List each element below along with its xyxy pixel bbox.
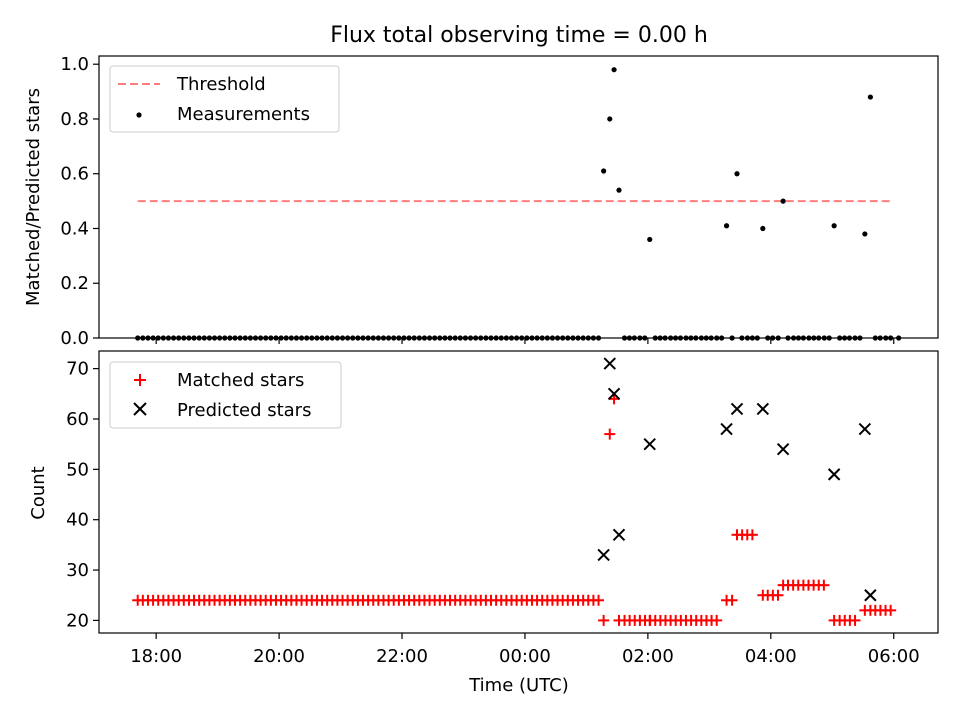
bottom-ytick-label: 50 [66, 459, 89, 480]
legend-predicted-label: Predicted stars [177, 400, 311, 421]
measurement-point [780, 198, 786, 204]
measurement-point [723, 223, 730, 229]
bottom-ytick-label: 60 [66, 409, 89, 430]
top-ytick-label: 1.0 [60, 54, 89, 75]
predicted-marker-b [730, 402, 744, 416]
legend-measurements-swatch [136, 112, 142, 118]
measurement-point [647, 236, 653, 243]
predicted-marker-b [864, 589, 877, 602]
matched-marker [711, 614, 723, 626]
matched-marker [772, 589, 784, 601]
legend-matched-label: Matched stars [177, 370, 304, 391]
predicted-marker [864, 589, 877, 602]
measurement-point [601, 168, 607, 174]
top-axes-frame [98, 55, 939, 339]
bottom-xtick-label: 18:00 [130, 646, 182, 667]
top-ytick-label: 0.0 [60, 328, 89, 349]
bottom-ytick-label: 70 [66, 359, 89, 380]
legend-matched-swatch [134, 374, 146, 386]
predicted-marker [603, 357, 616, 370]
bottom-ylabel: Count [28, 466, 49, 519]
bottom-xtick-label: 20:00 [253, 646, 305, 667]
measurement-point [831, 223, 837, 229]
matched-marker [885, 604, 897, 616]
top-ytick-label: 0.2 [60, 273, 89, 294]
predicted-marker [827, 468, 841, 481]
bottom-axes-frame [98, 350, 939, 634]
matched-marker [849, 614, 861, 626]
predicted-marker-b [827, 468, 841, 481]
legend-threshold-label: Threshold [176, 74, 266, 95]
bottom-legend: Matched stars Predicted stars [109, 361, 342, 429]
predicted-marker [597, 548, 610, 562]
matched-marker [864, 604, 876, 616]
predicted-marker [720, 422, 733, 436]
bottom-axes: 20 30 40 50 60 70 18:00 20:00 22:00 00:00 02:00 04:… [66, 350, 939, 667]
matched-marker [644, 614, 656, 626]
top-panel: 0.0 0.2 0.4 0.6 0.8 1.0 Matched/Predicted sta… [23, 54, 939, 349]
matched-marker [818, 579, 830, 591]
legend-measurements-label: Measurements [177, 104, 310, 125]
bottom-ytick-label: 20 [66, 610, 89, 631]
bottom-xtick-label: 02:00 [622, 646, 674, 667]
matched-marker [598, 614, 610, 626]
matched-marker [746, 529, 758, 541]
measurement-point [862, 231, 868, 237]
predicted-marker-b [597, 548, 610, 562]
bottom-xtick-label: 22:00 [376, 646, 428, 667]
bottom-ytick-label: 30 [66, 560, 89, 581]
predicted-marker-b [858, 422, 872, 436]
predicted-marker-b [756, 402, 770, 416]
predicted-marker-b [776, 442, 790, 456]
measurement-point [616, 187, 622, 193]
predicted-marker [612, 528, 626, 542]
matched-marker [604, 428, 616, 440]
bottom-panel: 20 30 40 50 60 70 18:00 20:00 22:00 00:00 02:00 04:… [28, 350, 939, 696]
top-legend-frame [109, 65, 340, 133]
top-ytick-label: 0.8 [60, 109, 89, 130]
top-legend: Threshold Measurements [109, 65, 340, 133]
predicted-marker-b [612, 528, 626, 542]
matched-marker [593, 594, 605, 606]
measurement-point [734, 171, 740, 177]
predicted-marker [858, 422, 872, 436]
predicted-marker [756, 402, 770, 416]
bottom-legend-frame [109, 361, 342, 429]
top-ytick-label: 0.6 [60, 164, 89, 185]
matched-marker [613, 614, 625, 626]
measurement-point [607, 116, 613, 122]
matched-marker [757, 589, 769, 601]
measurement-point [611, 67, 617, 73]
measurement-point [867, 94, 873, 100]
predicted-marker [730, 402, 744, 416]
bottom-ytick-label: 40 [66, 510, 89, 531]
legend-predicted-swatch [133, 402, 147, 416]
bottom-xtick-label: 00:00 [499, 646, 551, 667]
predicted-marker-b [720, 422, 733, 436]
predicted-marker [607, 387, 621, 401]
predicted-marker [776, 442, 790, 456]
matched-marker [726, 594, 738, 606]
matched-marker [828, 614, 840, 626]
bottom-data-layer [132, 357, 897, 626]
bottom-xtick-label: 06:00 [868, 646, 920, 667]
measurement-point [760, 225, 766, 232]
matched-marker [777, 579, 789, 591]
bottom-xlabel: Time (UTC) [468, 675, 569, 696]
chart-title: Flux total observing time = 0.00 h [330, 23, 708, 48]
predicted-marker [643, 437, 656, 451]
predicted-marker-b [643, 437, 656, 451]
bottom-xtick-label: 04:00 [745, 646, 797, 667]
predicted-marker-b [603, 357, 616, 370]
top-ylabel: Matched/Predicted stars [23, 88, 44, 306]
top-ytick-label: 0.4 [60, 218, 89, 239]
top-axes: 0.0 0.2 0.4 0.6 0.8 1.0 [60, 54, 939, 349]
predicted-marker-b [607, 387, 621, 401]
